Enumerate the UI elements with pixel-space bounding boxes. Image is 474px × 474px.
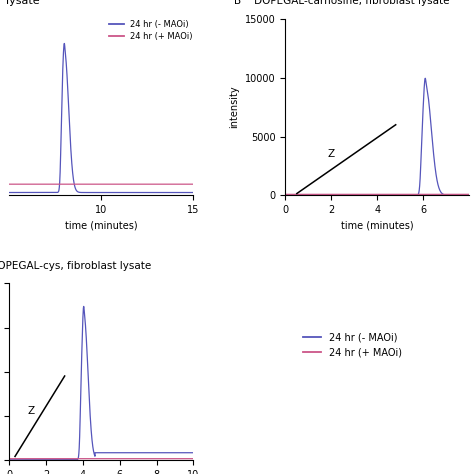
X-axis label: time (minutes): time (minutes) xyxy=(341,220,414,230)
Y-axis label: intensity: intensity xyxy=(229,86,239,128)
Text: B    DOPEGAL-carnosine, fibroblast lysate: B DOPEGAL-carnosine, fibroblast lysate xyxy=(234,0,449,6)
X-axis label: time (minutes): time (minutes) xyxy=(65,220,138,230)
Legend: 24 hr (- MAOi), 24 hr (+ MAOi): 24 hr (- MAOi), 24 hr (+ MAOi) xyxy=(109,19,193,41)
Text: C    DOPEGAL-cys, fibroblast lysate: C DOPEGAL-cys, fibroblast lysate xyxy=(0,261,151,271)
Text: Z: Z xyxy=(28,406,35,416)
Text: Z: Z xyxy=(328,149,335,159)
Text: lysate: lysate xyxy=(6,0,39,6)
Legend: 24 hr (- MAOi), 24 hr (+ MAOi): 24 hr (- MAOi), 24 hr (+ MAOi) xyxy=(300,329,405,362)
